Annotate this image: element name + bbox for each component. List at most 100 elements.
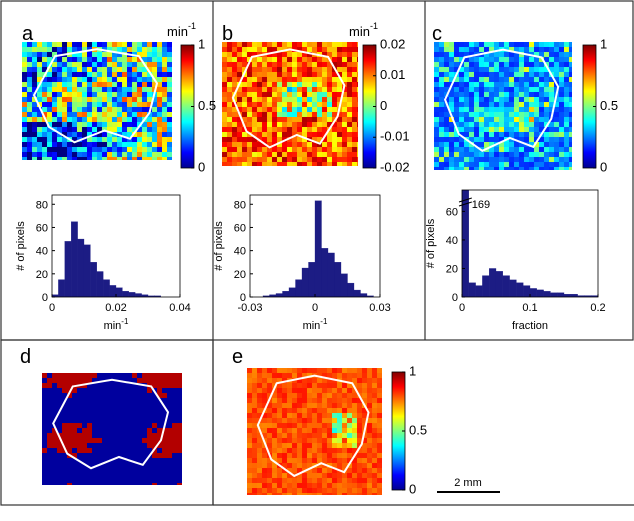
map-pixel <box>377 423 382 428</box>
map-pixel <box>479 87 484 92</box>
map-pixel <box>479 72 484 77</box>
map-pixel <box>257 122 262 127</box>
map-pixel <box>112 102 117 107</box>
map-pixel <box>237 42 242 47</box>
map-pixel <box>232 127 237 132</box>
map-pixel <box>347 418 352 423</box>
image-map <box>434 42 572 170</box>
map-pixel <box>237 142 242 147</box>
scale-bar-label: 2 mm <box>454 477 482 489</box>
map-pixel <box>524 162 529 167</box>
map-pixel <box>167 438 172 443</box>
map-pixel <box>559 77 564 82</box>
map-pixel <box>519 162 524 167</box>
map-pixel <box>519 77 524 82</box>
map-pixel <box>297 398 302 403</box>
map-pixel <box>47 423 52 428</box>
map-pixel <box>302 107 307 112</box>
map-pixel <box>282 162 287 166</box>
y-tick-label: 20 <box>36 269 48 281</box>
map-pixel <box>117 137 122 142</box>
map-pixel <box>137 137 142 142</box>
map-pixel <box>27 127 32 132</box>
map-pixel <box>317 87 322 92</box>
map-pixel <box>332 102 337 107</box>
map-pixel <box>262 152 267 157</box>
map-pixel <box>272 97 277 102</box>
map-pixel <box>147 157 152 160</box>
map-pixel <box>439 112 444 117</box>
map-pixel <box>62 112 67 117</box>
map-pixel <box>307 378 312 383</box>
map-pixel <box>247 398 252 403</box>
map-pixel <box>77 117 82 122</box>
map-pixel <box>449 57 454 62</box>
map-pixel <box>569 147 572 152</box>
map-pixel <box>282 398 287 403</box>
map-pixel <box>439 62 444 67</box>
map-pixel <box>87 423 92 428</box>
map-pixel <box>277 398 282 403</box>
map-pixel <box>117 373 122 378</box>
map-pixel <box>367 438 372 443</box>
map-pixel <box>292 438 297 443</box>
map-pixel <box>102 62 107 67</box>
map-pixel <box>252 493 257 495</box>
map-pixel <box>469 42 474 47</box>
map-pixel <box>297 52 302 57</box>
map-pixel <box>307 127 312 132</box>
map-pixel <box>112 433 117 438</box>
map-pixel <box>372 458 377 463</box>
map-pixel <box>337 368 342 373</box>
map-pixel <box>77 423 82 428</box>
map-pixel <box>97 373 102 378</box>
map-pixel <box>352 463 357 468</box>
map-pixel <box>87 453 92 458</box>
histogram-bar <box>97 272 103 298</box>
map-pixel <box>494 72 499 77</box>
map-pixel <box>559 82 564 87</box>
map-pixel <box>127 142 132 147</box>
map-pixel <box>564 92 569 97</box>
map-pixel <box>534 77 539 82</box>
map-pixel <box>282 82 287 87</box>
map-pixel <box>117 112 122 117</box>
histogram-bar <box>71 222 77 297</box>
map-pixel <box>569 137 572 142</box>
map-pixel <box>252 62 257 67</box>
map-pixel <box>142 157 147 160</box>
map-pixel <box>439 57 444 62</box>
map-pixel <box>484 122 489 127</box>
map-pixel <box>322 47 327 52</box>
map-pixel <box>87 438 92 443</box>
map-pixel <box>514 162 519 167</box>
map-pixel <box>107 152 112 157</box>
map-pixel <box>342 438 347 443</box>
map-pixel <box>262 112 267 117</box>
map-pixel <box>92 97 97 102</box>
map-pixel <box>107 453 112 458</box>
map-pixel <box>262 47 267 52</box>
map-pixel <box>282 57 287 62</box>
map-pixel <box>222 67 227 72</box>
map-pixel <box>372 478 377 483</box>
map-pixel <box>514 87 519 92</box>
map-pixel <box>167 468 172 473</box>
map-pixel <box>222 97 227 102</box>
map-pixel <box>327 483 332 488</box>
map-pixel <box>499 62 504 67</box>
map-pixel <box>322 468 327 473</box>
map-pixel <box>107 428 112 433</box>
map-pixel <box>227 107 232 112</box>
y-tick-label: 20 <box>446 263 458 275</box>
histogram-bar <box>129 292 135 297</box>
map-pixel <box>504 77 509 82</box>
map-pixel <box>97 433 102 438</box>
map-pixel <box>242 157 247 162</box>
map-pixel <box>277 373 282 378</box>
map-pixel <box>52 433 57 438</box>
map-pixel <box>357 408 362 413</box>
map-pixel <box>67 398 72 403</box>
map-pixel <box>47 453 52 458</box>
map-pixel <box>322 127 327 132</box>
